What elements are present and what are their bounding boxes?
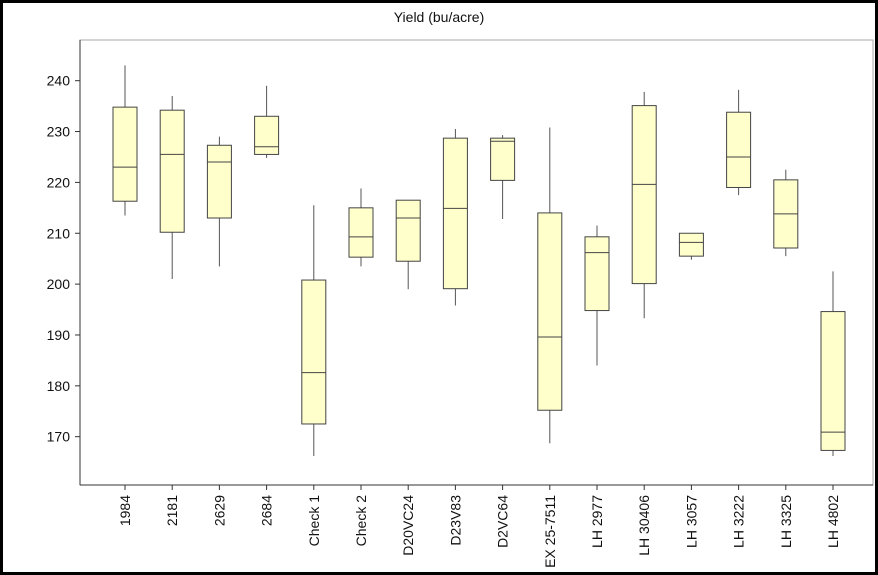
box-iqr (206, 144, 232, 219)
box-iqr (678, 232, 704, 257)
y-tick-label: 210 (47, 225, 71, 241)
y-tick-label: 170 (47, 429, 71, 445)
x-category-label: Check 1 (306, 495, 322, 547)
x-category-label: LH 3222 (731, 495, 747, 548)
box-iqr (254, 115, 280, 155)
box-iqr (159, 109, 185, 233)
x-category-label: LH 3325 (778, 495, 794, 548)
box-iqr (112, 106, 138, 202)
x-category-label: LH 3057 (683, 495, 699, 548)
box-iqr (584, 236, 610, 312)
box-iqr (348, 207, 374, 258)
chart-title: Yield (bu/acre) (393, 9, 485, 25)
x-category-label: LH 2977 (589, 495, 605, 548)
x-category-label: 2684 (259, 495, 275, 526)
y-tick-label: 190 (47, 327, 71, 343)
box-iqr (820, 311, 846, 451)
x-category-label: LH 30406 (636, 495, 652, 556)
box-iqr (537, 212, 563, 411)
x-category-label: LH 4802 (825, 495, 841, 548)
box-iqr (395, 199, 421, 262)
box-iqr (490, 137, 516, 181)
y-tick-label: 230 (47, 124, 71, 140)
x-category-label: D20VC24 (400, 495, 416, 556)
x-category-label: 2629 (211, 495, 227, 526)
y-tick-label: 180 (47, 378, 71, 394)
box-iqr (631, 105, 657, 285)
y-tick-label: 220 (47, 174, 71, 190)
box-iqr (301, 279, 327, 425)
y-tick-label: 200 (47, 276, 71, 292)
x-category-label: 2181 (164, 495, 180, 526)
box-iqr (442, 137, 468, 290)
x-category-label: D23V83 (447, 495, 463, 546)
box-iqr (726, 111, 752, 188)
x-category-label: Check 2 (353, 495, 369, 547)
plot-area-border (79, 39, 874, 486)
y-tick-label: 240 (47, 73, 71, 89)
x-category-label: D2VC64 (495, 495, 511, 548)
x-category-label: EX 25-7511 (542, 495, 558, 568)
x-category-label: 1984 (117, 495, 133, 526)
